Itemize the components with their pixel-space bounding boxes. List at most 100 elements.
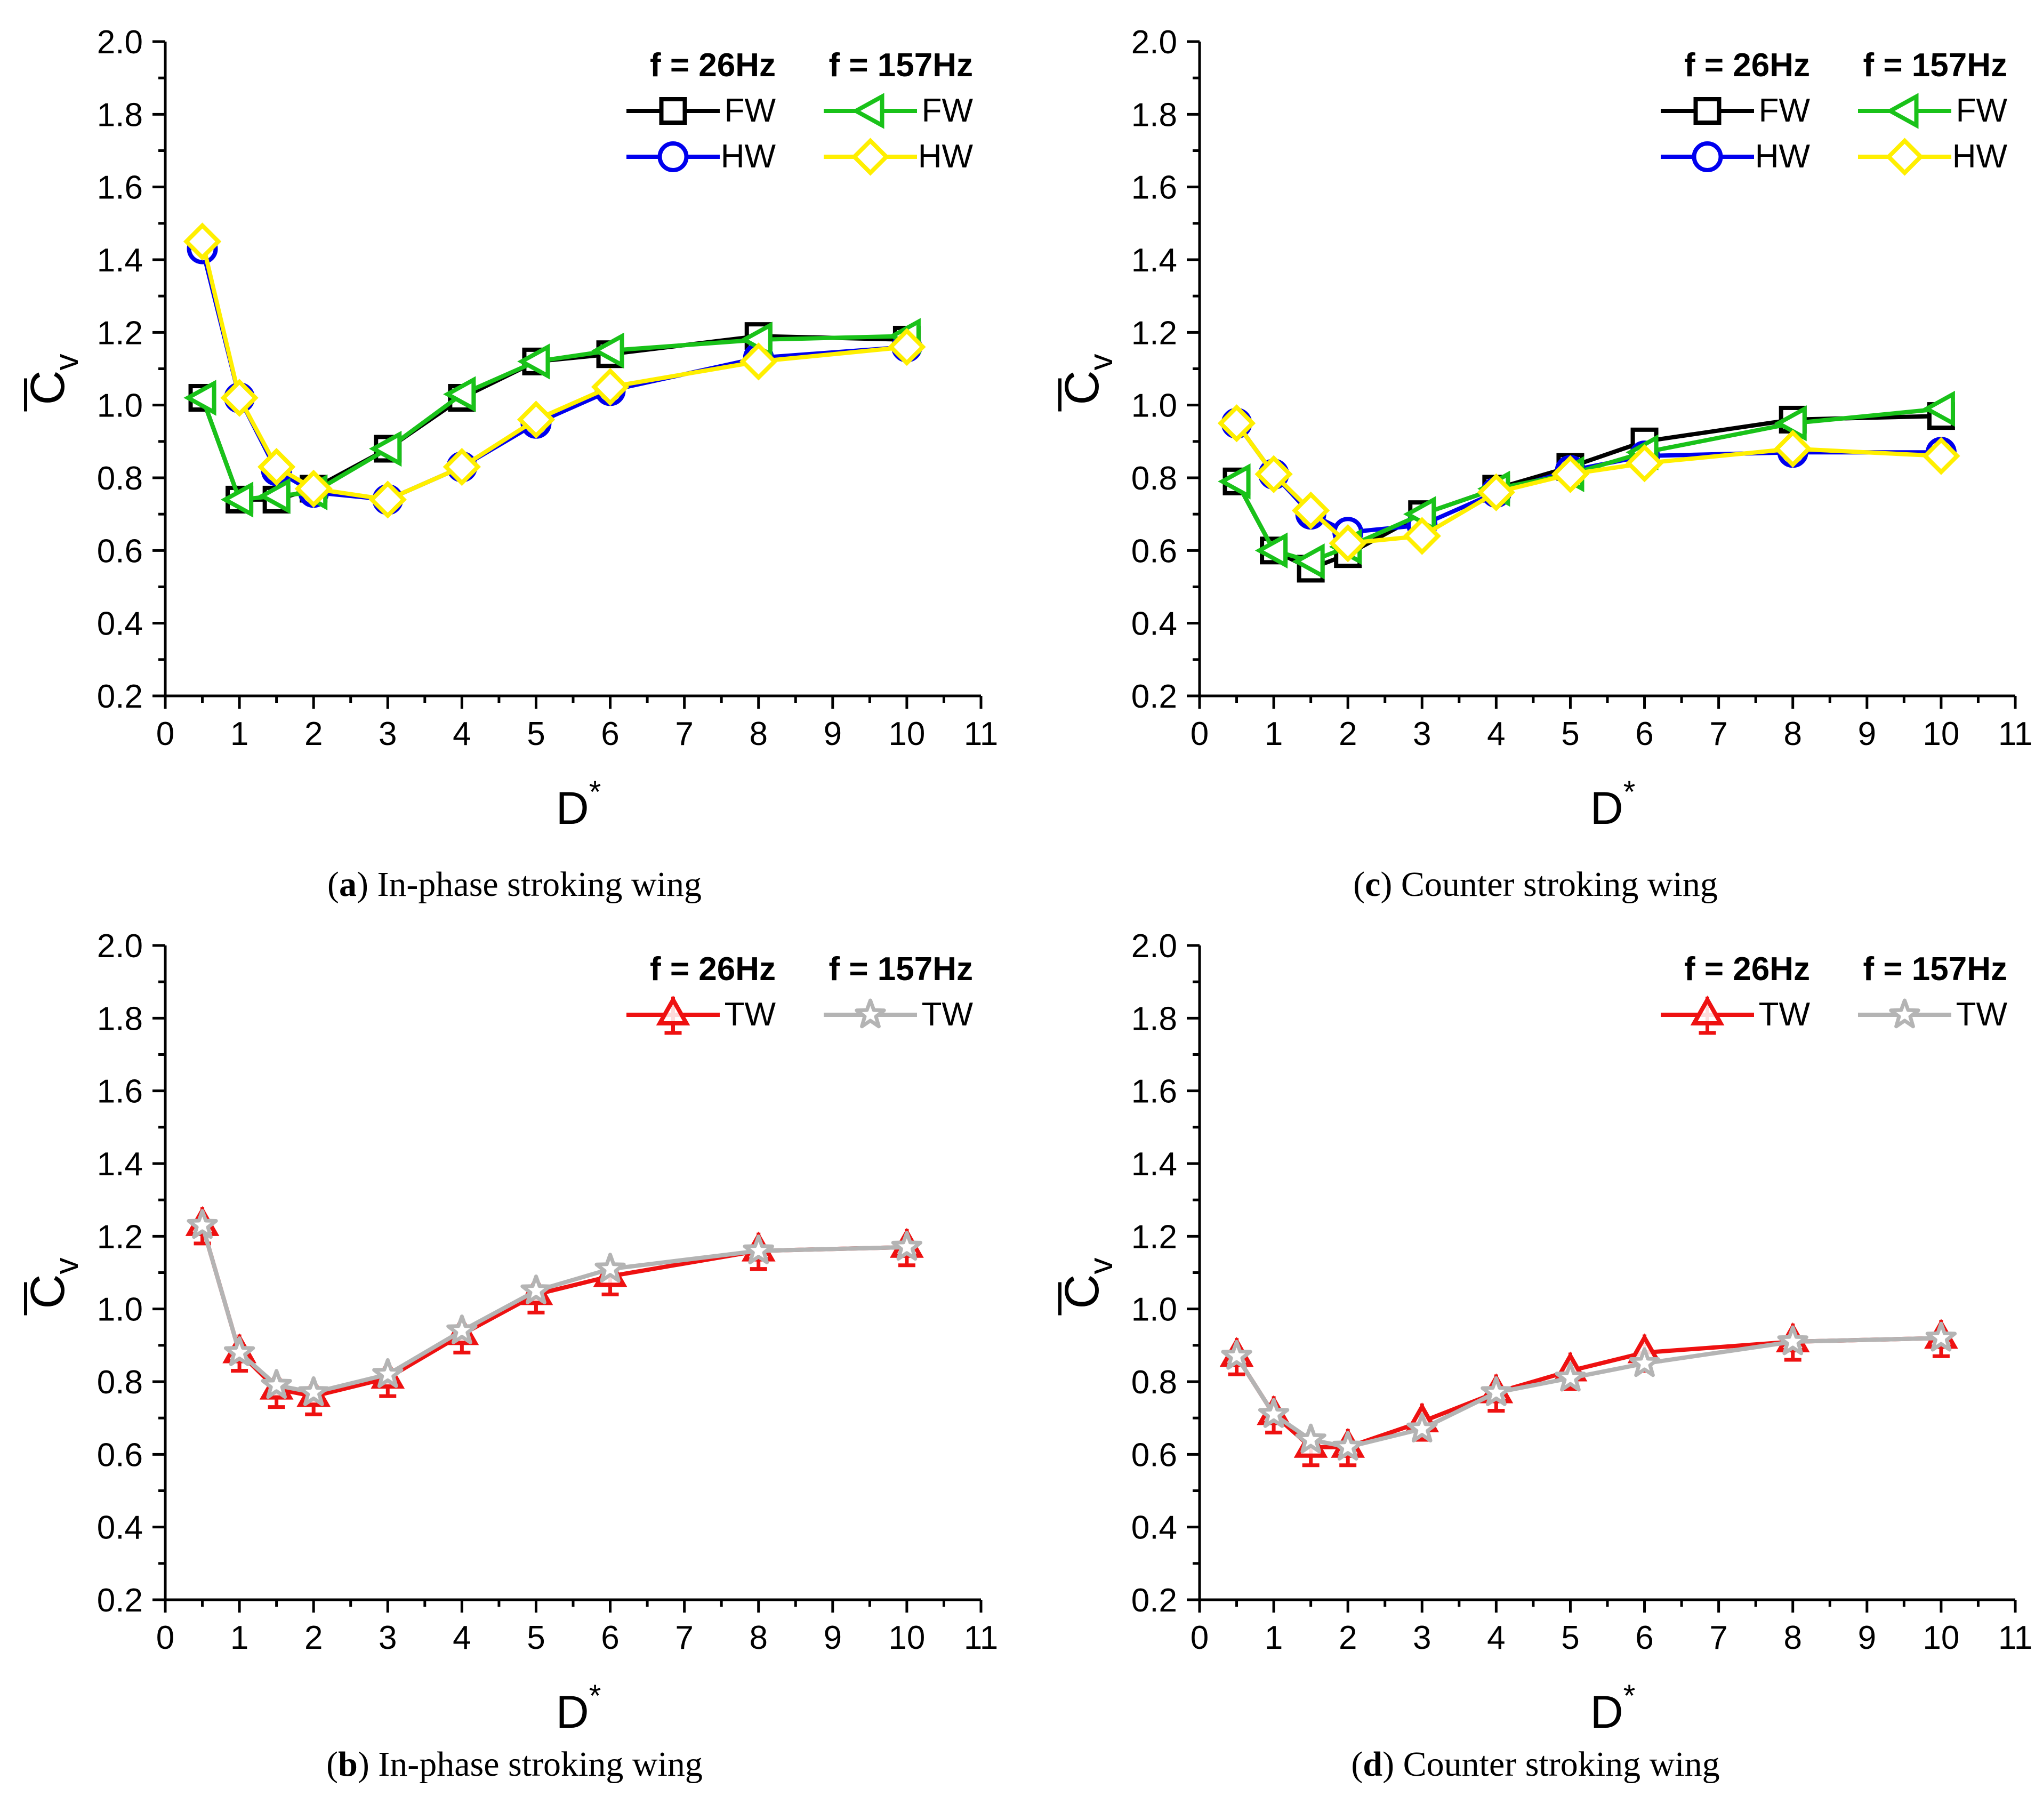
x-axis-label-sup: * (1623, 1679, 1636, 1713)
x-tick-label: 3 (379, 1619, 397, 1656)
series-fw-2 (1218, 390, 1955, 580)
data-point (183, 380, 216, 416)
data-point (591, 332, 624, 369)
x-axis-label-main: D (1590, 783, 1623, 834)
legend-label: TW (725, 996, 776, 1033)
data-point (220, 379, 259, 417)
data-point (220, 482, 254, 518)
x-tick-label: 9 (1858, 716, 1876, 752)
x-axis-label: D* (556, 775, 601, 834)
y-axis-label: Cv (21, 1258, 85, 1316)
data-point (368, 480, 407, 519)
y-tick-label: 1.0 (97, 1292, 143, 1328)
legend-label: TW (922, 996, 974, 1033)
x-tick-label: 4 (453, 716, 471, 752)
legend-label: TW (1956, 996, 2008, 1033)
data-point (1481, 1376, 1512, 1406)
y-tick-label: 0.2 (97, 678, 143, 715)
data-point (1551, 455, 1590, 493)
x-tick-label: 6 (601, 716, 619, 752)
x-tick-label: 2 (304, 716, 323, 752)
data-point (446, 1314, 478, 1344)
legend-marker (1690, 995, 1725, 1035)
series-line (1235, 1336, 1941, 1449)
x-tick-label: 1 (1265, 716, 1283, 752)
legend-group-title: f = 157Hz (829, 951, 973, 988)
x-axis-label-sup: * (589, 775, 601, 809)
data-point (1218, 463, 1251, 500)
data-point (594, 1253, 626, 1282)
y-tick-label: 1.6 (97, 170, 143, 206)
y-tick-label: 2.0 (1131, 928, 1177, 965)
x-tick-label: 2 (1339, 1619, 1357, 1656)
data-point (1254, 532, 1288, 569)
data-point (372, 1358, 404, 1388)
x-axis-label: D* (556, 1679, 601, 1738)
data-point (1254, 455, 1293, 493)
legend-label: HW (721, 138, 776, 175)
data-point (743, 1234, 774, 1264)
y-axis-label-sub: v (49, 1258, 85, 1274)
y-tick-label: 1.0 (97, 388, 143, 424)
x-tick-label: 4 (1487, 716, 1505, 752)
x-tick-label: 0 (1191, 716, 1209, 752)
legend-group-title: f = 26Hz (1684, 951, 1810, 988)
legend-marker (656, 995, 690, 1035)
legend-item: FW (1661, 92, 1810, 129)
data-point (888, 327, 926, 366)
y-tick-label: 1.0 (1131, 388, 1177, 424)
y-tick-label: 1.8 (97, 1000, 143, 1037)
data-point (257, 447, 296, 486)
series-hw-3 (1217, 404, 1960, 563)
y-tick-label: 1.4 (1131, 242, 1177, 279)
legend-label: FW (725, 92, 776, 129)
y-tick-label: 0.6 (1131, 1437, 1177, 1473)
y-axis-label-text: Cv (21, 354, 85, 405)
caption-open-paren: ( (1351, 1745, 1363, 1784)
data-point (261, 1369, 292, 1399)
y-tick-label: 0.6 (1131, 533, 1177, 570)
y-axis-label: Cv (1056, 1258, 1120, 1316)
y-tick-label: 1.6 (1131, 170, 1177, 206)
y-tick-label: 0.8 (97, 460, 143, 497)
data-point (1625, 444, 1664, 483)
caption-open-paren: ( (1353, 865, 1365, 904)
series-hw-1 (1221, 407, 1957, 548)
x-tick-label: 5 (527, 1619, 545, 1656)
chart-panel-d: 0.2 0.4 0.6 0.8 1.0 1.2 1.4 1.6 1.8 2.0 0 1 2 3 4 5 6 7 8 9… (1056, 928, 2032, 1784)
y-tick-label: 1.4 (1131, 1146, 1177, 1183)
legend: f = 26Hz f = 157Hz TW TW (1661, 951, 2007, 1035)
y-tick-label: 1.8 (97, 97, 143, 133)
x-tick-label: 9 (824, 1619, 842, 1656)
x-tick-label: 1 (230, 1619, 248, 1656)
x-tick-label: 1 (230, 716, 248, 752)
y-tick-label: 0.6 (97, 533, 143, 570)
legend-marker (855, 998, 886, 1029)
y-tick-label: 1.2 (97, 315, 143, 351)
x-tick-label: 5 (527, 716, 545, 752)
legend-group-title: f = 26Hz (650, 951, 776, 988)
legend-item: HW (1661, 138, 1810, 175)
caption-letter: a (339, 865, 357, 904)
series-tw-0 (185, 1206, 924, 1416)
data-point (1295, 1423, 1326, 1454)
y-axis-label-sub: v (1083, 1258, 1120, 1274)
series-line (1235, 1336, 1941, 1449)
caption-close-paren: ) (1380, 865, 1401, 904)
y-tick-label: 1.0 (1131, 1292, 1177, 1328)
data-point (368, 430, 402, 467)
y-axis-label-sub: v (49, 354, 85, 371)
x-tick-label: 1 (1265, 1619, 1283, 1656)
legend-group-title: f = 26Hz (650, 47, 776, 84)
legend-marker (1693, 97, 1722, 125)
panel-caption: (b) In-phase stroking wing (326, 1745, 703, 1784)
data-point (1406, 1413, 1438, 1442)
data-point (739, 342, 778, 381)
caption-letter: d (1363, 1745, 1382, 1784)
y-tick-label: 0.4 (97, 1510, 143, 1546)
legend-item: TW (1858, 996, 2007, 1033)
x-tick-label: 3 (1413, 716, 1431, 752)
y-axis-label-main: C (1056, 1274, 1109, 1309)
legend-item: FW (824, 92, 973, 129)
x-tick-label: 10 (888, 716, 925, 752)
